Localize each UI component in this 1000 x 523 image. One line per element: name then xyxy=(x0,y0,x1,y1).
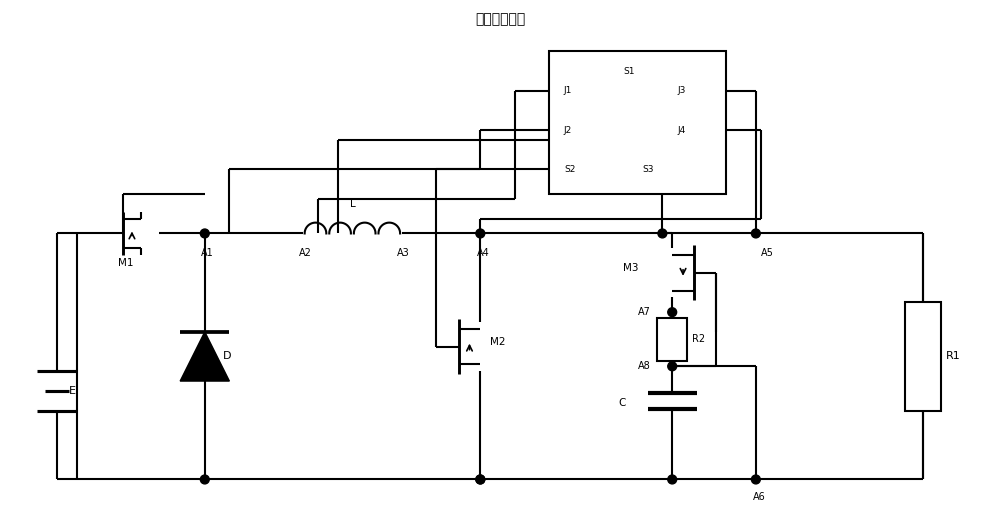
Bar xyxy=(657,317,687,361)
Circle shape xyxy=(668,475,677,484)
Text: A8: A8 xyxy=(638,361,651,371)
Text: J4: J4 xyxy=(677,126,685,134)
Bar xyxy=(905,302,941,411)
Polygon shape xyxy=(180,332,229,381)
Text: L: L xyxy=(350,199,355,209)
Text: S1: S1 xyxy=(623,66,635,76)
Bar xyxy=(549,51,726,194)
Circle shape xyxy=(668,362,677,371)
Text: A3: A3 xyxy=(397,248,410,258)
Circle shape xyxy=(751,229,760,238)
Text: A1: A1 xyxy=(201,248,214,258)
Circle shape xyxy=(200,229,209,238)
Text: A4: A4 xyxy=(477,248,490,258)
Circle shape xyxy=(476,229,485,238)
Text: R2: R2 xyxy=(692,334,705,344)
Text: S3: S3 xyxy=(643,165,654,174)
Text: A2: A2 xyxy=(299,248,312,258)
Circle shape xyxy=(668,308,677,316)
Text: D: D xyxy=(222,351,231,361)
Text: M3: M3 xyxy=(623,263,639,273)
Circle shape xyxy=(476,475,485,484)
Text: S2: S2 xyxy=(564,165,575,174)
Text: J2: J2 xyxy=(564,126,572,134)
Text: A5: A5 xyxy=(761,248,774,258)
Text: M1: M1 xyxy=(118,258,134,268)
Text: C: C xyxy=(618,397,625,408)
Text: E: E xyxy=(69,386,76,396)
Circle shape xyxy=(476,475,485,484)
Circle shape xyxy=(751,475,760,484)
Text: 检测驱动单元: 检测驱动单元 xyxy=(475,12,525,26)
Text: M2: M2 xyxy=(490,337,506,347)
Circle shape xyxy=(658,229,667,238)
Circle shape xyxy=(200,475,209,484)
Text: R1: R1 xyxy=(946,351,961,361)
Text: J3: J3 xyxy=(677,86,686,95)
Text: A7: A7 xyxy=(638,307,651,317)
Text: J1: J1 xyxy=(564,86,572,95)
Text: A6: A6 xyxy=(752,492,765,502)
